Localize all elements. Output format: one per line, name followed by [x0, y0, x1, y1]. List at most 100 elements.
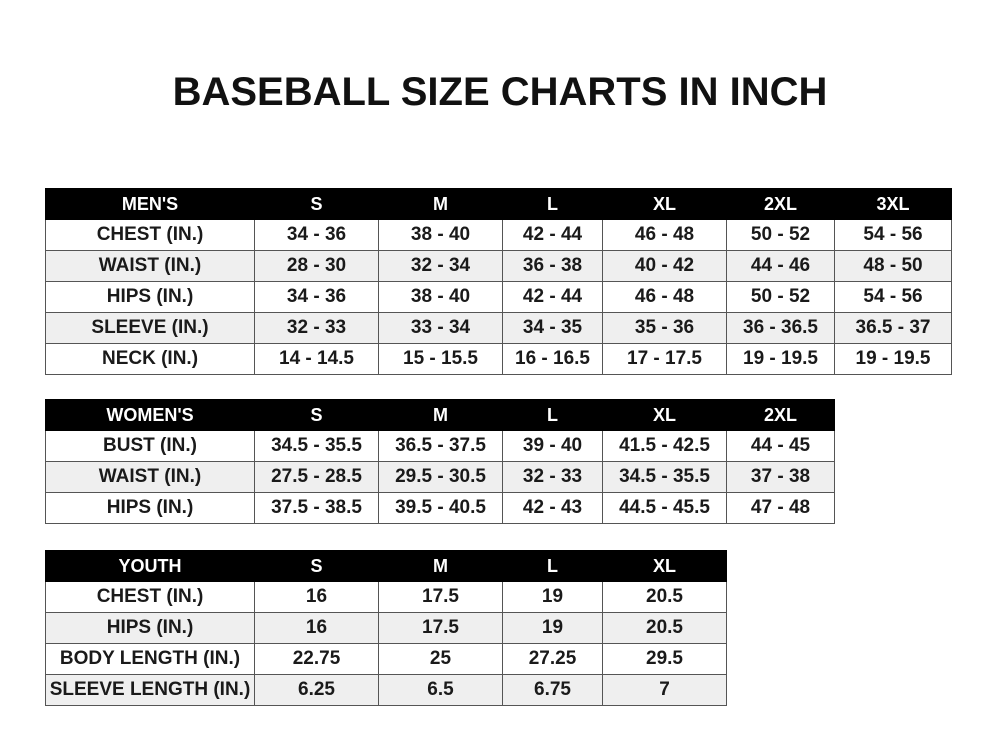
table-row: BODY LENGTH (IN.) 22.75 25 27.25 29.5 — [45, 643, 727, 675]
table-cell: 16 - 16.5 — [502, 343, 603, 375]
row-label: YOUTH — [45, 550, 255, 582]
table-cell: XL — [602, 550, 727, 582]
table-cell: 47 - 48 — [726, 492, 835, 524]
table-cell: 42 - 44 — [502, 219, 603, 251]
table-cell: M — [378, 399, 503, 431]
table-cell: 41.5 - 42.5 — [602, 430, 727, 462]
header-row: MEN'S S M L XL 2XL 3XL — [45, 188, 952, 220]
table-row: SLEEVE (IN.) 32 - 33 33 - 34 34 - 35 35 - 36… — [45, 312, 952, 344]
table-cell: 33 - 34 — [378, 312, 503, 344]
table-cell: S — [254, 188, 379, 220]
table-cell: 44 - 46 — [726, 250, 835, 282]
row-label: WOMEN'S — [45, 399, 255, 431]
table-cell: 42 - 43 — [502, 492, 603, 524]
table-cell: 46 - 48 — [602, 219, 727, 251]
table-cell: 35 - 36 — [602, 312, 727, 344]
page-title: BASEBALL SIZE CHARTS IN INCH — [172, 70, 828, 114]
table-row: BUST (IN.) 34.5 - 35.5 36.5 - 37.5 39 - 40 4… — [45, 430, 835, 462]
table-cell: 38 - 40 — [378, 219, 503, 251]
table-cell: 25 — [378, 643, 503, 675]
table-cell: 19 — [502, 581, 603, 613]
table-row: CHEST (IN.) 34 - 36 38 - 40 42 - 44 46 - 48 5… — [45, 219, 952, 251]
table-cell: 19 - 19.5 — [726, 343, 835, 375]
table-cell: 34 - 36 — [254, 219, 379, 251]
table-cell: 36.5 - 37 — [834, 312, 952, 344]
table-row: CHEST (IN.) 16 17.5 19 20.5 — [45, 581, 727, 613]
row-label: SLEEVE (IN.) — [45, 312, 255, 344]
table-cell: 6.5 — [378, 674, 503, 706]
table-cell: M — [378, 188, 503, 220]
table-cell: 37 - 38 — [726, 461, 835, 493]
table-cell: 29.5 - 30.5 — [378, 461, 503, 493]
table-cell: L — [502, 550, 603, 582]
header-row: YOUTH S M L XL — [45, 550, 727, 582]
row-label: SLEEVE LENGTH (IN.) — [45, 674, 255, 706]
table-row: SLEEVE LENGTH (IN.) 6.25 6.5 6.75 7 — [45, 674, 727, 706]
table-cell: 54 - 56 — [834, 281, 952, 313]
table-cell: L — [502, 399, 603, 431]
table-cell: L — [502, 188, 603, 220]
table-cell: 42 - 44 — [502, 281, 603, 313]
table-cell: 39 - 40 — [502, 430, 603, 462]
table-cell: S — [254, 550, 379, 582]
mens-size-table: MEN'S S M L XL 2XL 3XL CHEST (IN.) 34 - 36 38 - 4… — [45, 188, 952, 375]
row-label: CHEST (IN.) — [45, 219, 255, 251]
table-cell: 14 - 14.5 — [254, 343, 379, 375]
table-cell: 27.25 — [502, 643, 603, 675]
row-label: BODY LENGTH (IN.) — [45, 643, 255, 675]
table-cell: 48 - 50 — [834, 250, 952, 282]
table-row: NECK (IN.) 14 - 14.5 15 - 15.5 16 - 16.5 17 … — [45, 343, 952, 375]
table-cell: 34.5 - 35.5 — [254, 430, 379, 462]
table-cell: 39.5 - 40.5 — [378, 492, 503, 524]
row-label: WAIST (IN.) — [45, 250, 255, 282]
table-cell: 50 - 52 — [726, 281, 835, 313]
table-cell: 37.5 - 38.5 — [254, 492, 379, 524]
table-cell: 36 - 38 — [502, 250, 603, 282]
table-row: WAIST (IN.) 28 - 30 32 - 34 36 - 38 40 - 42 4… — [45, 250, 952, 282]
table-row: WAIST (IN.) 27.5 - 28.5 29.5 - 30.5 32 - 33… — [45, 461, 835, 493]
table-cell: 40 - 42 — [602, 250, 727, 282]
table-cell: 44.5 - 45.5 — [602, 492, 727, 524]
table-cell: 34 - 35 — [502, 312, 603, 344]
table-cell: 6.75 — [502, 674, 603, 706]
row-label: HIPS (IN.) — [45, 281, 255, 313]
table-cell: 2XL — [726, 399, 835, 431]
table-cell: 32 - 34 — [378, 250, 503, 282]
table-cell: 32 - 33 — [254, 312, 379, 344]
table-cell: 16 — [254, 612, 379, 644]
table-cell: 38 - 40 — [378, 281, 503, 313]
table-row: HIPS (IN.) 37.5 - 38.5 39.5 - 40.5 42 - 43 4… — [45, 492, 835, 524]
table-cell: 15 - 15.5 — [378, 343, 503, 375]
table-row: HIPS (IN.) 34 - 36 38 - 40 42 - 44 46 - 48 50… — [45, 281, 952, 313]
table-cell: 2XL — [726, 188, 835, 220]
row-label: CHEST (IN.) — [45, 581, 255, 613]
table-cell: 54 - 56 — [834, 219, 952, 251]
table-cell: 19 — [502, 612, 603, 644]
table-cell: 17.5 — [378, 581, 503, 613]
table-cell: 28 - 30 — [254, 250, 379, 282]
table-cell: 20.5 — [602, 612, 727, 644]
table-cell: S — [254, 399, 379, 431]
table-cell: 36.5 - 37.5 — [378, 430, 503, 462]
table-cell: XL — [602, 188, 727, 220]
row-label: HIPS (IN.) — [45, 492, 255, 524]
row-label: BUST (IN.) — [45, 430, 255, 462]
table-cell: 32 - 33 — [502, 461, 603, 493]
table-cell: 6.25 — [254, 674, 379, 706]
table-cell: 50 - 52 — [726, 219, 835, 251]
table-cell: 7 — [602, 674, 727, 706]
row-label: WAIST (IN.) — [45, 461, 255, 493]
table-cell: 17.5 — [378, 612, 503, 644]
row-label: NECK (IN.) — [45, 343, 255, 375]
table-cell: 17 - 17.5 — [602, 343, 727, 375]
table-cell: 3XL — [834, 188, 952, 220]
row-label: MEN'S — [45, 188, 255, 220]
table-cell: 16 — [254, 581, 379, 613]
row-label: HIPS (IN.) — [45, 612, 255, 644]
table-cell: 27.5 - 28.5 — [254, 461, 379, 493]
table-cell: 20.5 — [602, 581, 727, 613]
womens-size-table: WOMEN'S S M L XL 2XL BUST (IN.) 34.5 - 35.5 36.5… — [45, 399, 835, 524]
table-cell: 46 - 48 — [602, 281, 727, 313]
table-cell: 22.75 — [254, 643, 379, 675]
table-cell: 19 - 19.5 — [834, 343, 952, 375]
